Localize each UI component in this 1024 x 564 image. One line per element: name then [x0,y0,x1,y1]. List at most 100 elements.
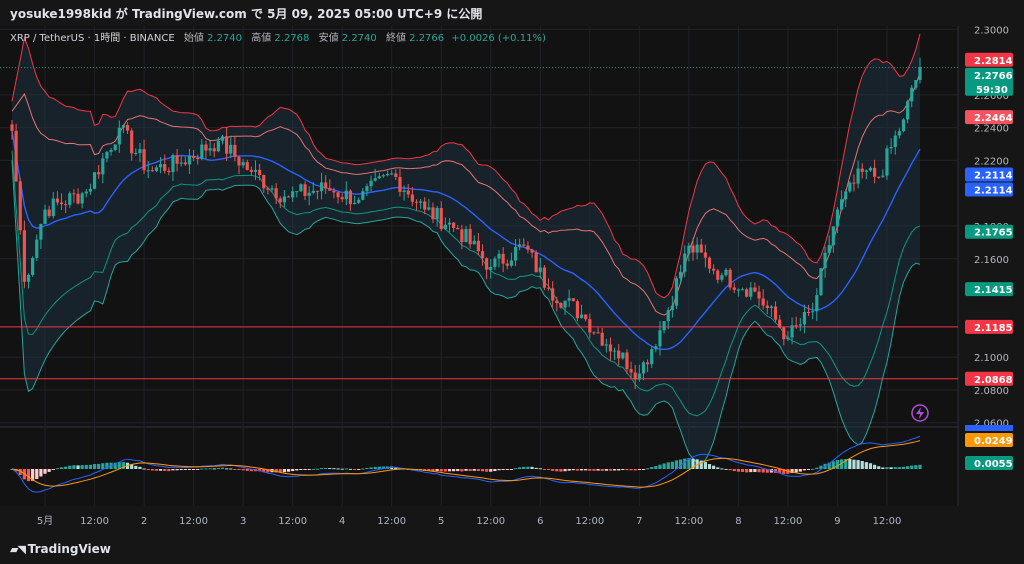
macd-histogram-bar [472,469,476,471]
macd-histogram-bar [542,469,547,470]
macd-histogram-bar [522,466,526,469]
candle-body [456,227,460,230]
time-tick-label: 12:00 [80,516,109,527]
macd-histogram-bar [778,469,782,474]
candle-body [22,230,26,282]
macd-histogram-bar [604,469,608,471]
macd-histogram-bar [485,469,489,472]
candle-body [324,182,328,189]
macd-histogram-bar [220,467,225,469]
candle-body [361,191,365,200]
macd-histogram-bar [55,468,59,470]
price-chart[interactable]: 2.30002.26002.24002.22002.18002.16002.10… [0,0,1024,536]
macd-histogram-bar [97,463,101,469]
candle-body [245,162,249,170]
macd-histogram-bar [518,467,522,469]
candle-body [563,300,567,308]
candle-body [402,190,406,192]
macd-histogram-bar [679,459,683,469]
macd-histogram-bar [447,469,452,472]
candle-body [650,349,654,365]
legend-close: 2.2766 [409,33,444,44]
candle-body [485,258,489,270]
price-badge-label: 2.2814 [974,56,1013,67]
tradingview-logo[interactable]: ▰◥ TradingView [10,542,111,556]
macd-histogram-bar [192,469,196,470]
candle-body [394,173,398,177]
macd-histogram-bar [435,469,439,471]
time-axis[interactable]: 5月 12:00 2 12:00 3 12:00 4 12:00 5 12:00 6 12:00 7 12… [37,515,902,527]
candle-body [121,125,126,128]
candle-body [237,156,241,166]
candle-body [88,188,93,192]
candle-body [600,332,604,346]
candle-body [530,249,534,253]
macd-histogram-bar [914,465,918,469]
candle-body [171,155,175,173]
band-fill [12,33,920,463]
macd-histogram-bar [885,467,889,469]
candle-body [377,176,381,179]
candle-body [844,191,848,200]
candle-body [311,190,315,193]
macd-histogram-bar [299,469,303,470]
candle-body [253,169,258,172]
candle-body [612,350,617,352]
candle-body [555,300,559,304]
macd-histogram-bar [286,469,291,472]
time-tick-label: 12:00 [377,516,406,527]
lightning-icon[interactable] [911,404,929,422]
candle-body [460,229,464,243]
time-tick-label: 12:00 [278,516,307,527]
candle-body [856,168,860,184]
macd-histogram-bar [575,469,580,471]
candle-body [827,245,831,253]
candle-body [831,226,835,246]
candle-body [286,196,291,198]
macd-histogram-bar [101,463,105,469]
publish-bar: yosuke1998kid が TradingView.com で 5月 09,… [0,0,1024,26]
macd-histogram-bar [377,466,381,469]
candle-body [629,369,633,373]
candle-body [674,278,679,306]
candle-body [918,66,922,81]
candle-body [633,372,637,380]
macd-histogram-bar [877,466,881,469]
candle-body [303,184,307,196]
candle-body [881,175,885,177]
candle-body [773,306,778,320]
candle-body [621,352,625,359]
candle-body [97,172,101,175]
macd-histogram-bar [200,468,204,470]
macd-histogram-bar [229,468,233,470]
candle-body [513,246,518,261]
time-tick-label: 2 [141,516,147,527]
macd-histogram-bar [683,458,687,469]
candle-body [596,332,600,334]
macd-histogram-bar [612,469,617,471]
macd-histogram-bar [749,469,753,473]
price-badge-countdown: 59:30 [976,85,1008,96]
macd-histogram-bar [782,469,786,474]
macd-histogram-bar [534,467,538,469]
macd-histogram-bar [906,466,910,469]
macd-histogram-bar [357,469,361,470]
candle-body [142,149,146,171]
macd-histogram-bar [757,469,761,473]
candle-body [670,305,674,311]
macd-histogram-bar [171,469,175,471]
candle-body [712,268,716,271]
candle-body [757,291,761,299]
publish-line: yosuke1998kid が TradingView.com で 5月 09,… [10,7,483,21]
macd-histogram-bar [319,468,324,470]
candle-body [579,314,584,319]
macd-histogram-bar [431,469,435,472]
macd-histogram-bar [745,469,749,473]
macd-histogram-bar [567,469,571,471]
candle-body [703,252,707,258]
candle-body [592,332,596,334]
price-tick-label: 2.0800 [974,386,1009,397]
candle-body [868,167,873,171]
candle-body [332,190,336,193]
macd-histogram-bar [163,469,167,471]
